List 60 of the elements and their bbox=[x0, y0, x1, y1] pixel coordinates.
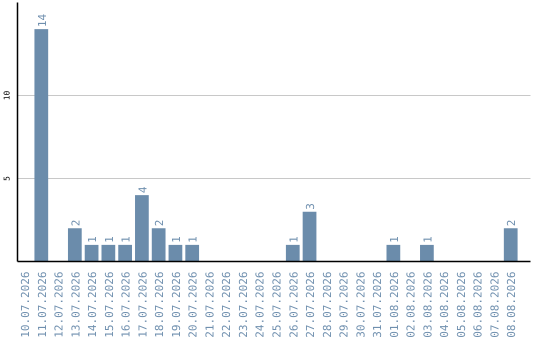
x-tick-label: 15.07.2026 bbox=[102, 271, 116, 338]
bar bbox=[386, 244, 400, 262]
x-tick-label: 29.07.2026 bbox=[338, 271, 351, 338]
x-tick-label: 30.07.2026 bbox=[354, 271, 368, 338]
data-label: 3 bbox=[304, 203, 318, 210]
data-label: 1 bbox=[388, 236, 401, 243]
bar bbox=[152, 228, 166, 262]
x-tick-label: 14.07.2026 bbox=[86, 271, 100, 338]
x-tick-label: 06.08.2026 bbox=[472, 271, 485, 338]
data-label: 14 bbox=[36, 13, 49, 28]
data-label: 1 bbox=[120, 236, 133, 243]
x-tick-label: 11.07.2026 bbox=[36, 271, 49, 338]
x-tick-label: 20.07.2026 bbox=[186, 271, 200, 338]
data-label: 1 bbox=[287, 236, 300, 243]
bar bbox=[68, 228, 82, 262]
bar bbox=[185, 244, 200, 262]
x-tick-label: 17.07.2026 bbox=[136, 271, 150, 338]
x-tick-label: 05.08.2026 bbox=[454, 271, 468, 338]
data-label: 4 bbox=[136, 186, 150, 194]
bar bbox=[504, 228, 518, 262]
x-tick-label: 08.08.2026 bbox=[505, 271, 518, 338]
x-tick-label: 18.07.2026 bbox=[153, 271, 166, 338]
x-tick-label: 28.07.2026 bbox=[320, 271, 334, 338]
bar bbox=[302, 212, 316, 262]
y-tick-label: 5 bbox=[2, 176, 12, 181]
x-tick-label: 03.08.2026 bbox=[421, 271, 434, 338]
data-label: 2 bbox=[505, 220, 518, 226]
x-tick-label: 13.07.2026 bbox=[69, 271, 82, 338]
x-tick-label: 27.07.2026 bbox=[304, 271, 318, 338]
x-tick-label: 23.07.2026 bbox=[236, 271, 250, 338]
x-tick-label: 31.07.2026 bbox=[371, 271, 384, 338]
x-tick-label: 25.07.2026 bbox=[270, 271, 284, 338]
data-label: 1 bbox=[170, 236, 183, 243]
bar bbox=[420, 244, 434, 262]
data-label: 1 bbox=[102, 236, 116, 243]
bar bbox=[34, 29, 48, 262]
x-tick-label: 12.07.2026 bbox=[52, 271, 66, 338]
y-tick-label: 10 bbox=[2, 90, 12, 100]
bar bbox=[168, 244, 182, 262]
x-tick-label: 02.08.2026 bbox=[404, 271, 418, 338]
x-tick-label: 26.07.2026 bbox=[287, 271, 300, 338]
bar bbox=[101, 244, 116, 262]
x-tick-label: 22.07.2026 bbox=[220, 271, 234, 338]
data-label: 1 bbox=[421, 236, 434, 243]
x-tick-label: 07.08.2026 bbox=[488, 271, 502, 338]
bar bbox=[286, 244, 300, 262]
bar bbox=[135, 195, 149, 262]
x-tick-label: 01.08.2026 bbox=[388, 271, 401, 338]
x-tick-label: 16.07.2026 bbox=[120, 271, 133, 338]
x-tick-label: 24.07.2026 bbox=[254, 271, 267, 338]
bar bbox=[84, 244, 98, 262]
x-tick-label: 04.08.2026 bbox=[438, 271, 452, 338]
data-label: 1 bbox=[186, 236, 200, 243]
x-tick-label: 10.07.2026 bbox=[19, 271, 32, 338]
x-tick-label: 21.07.2026 bbox=[203, 271, 216, 338]
data-label: 2 bbox=[153, 220, 166, 226]
x-tick-label: 19.07.2026 bbox=[170, 271, 183, 338]
bar bbox=[118, 244, 132, 262]
data-label: 2 bbox=[69, 220, 82, 226]
data-label: 1 bbox=[86, 236, 100, 243]
